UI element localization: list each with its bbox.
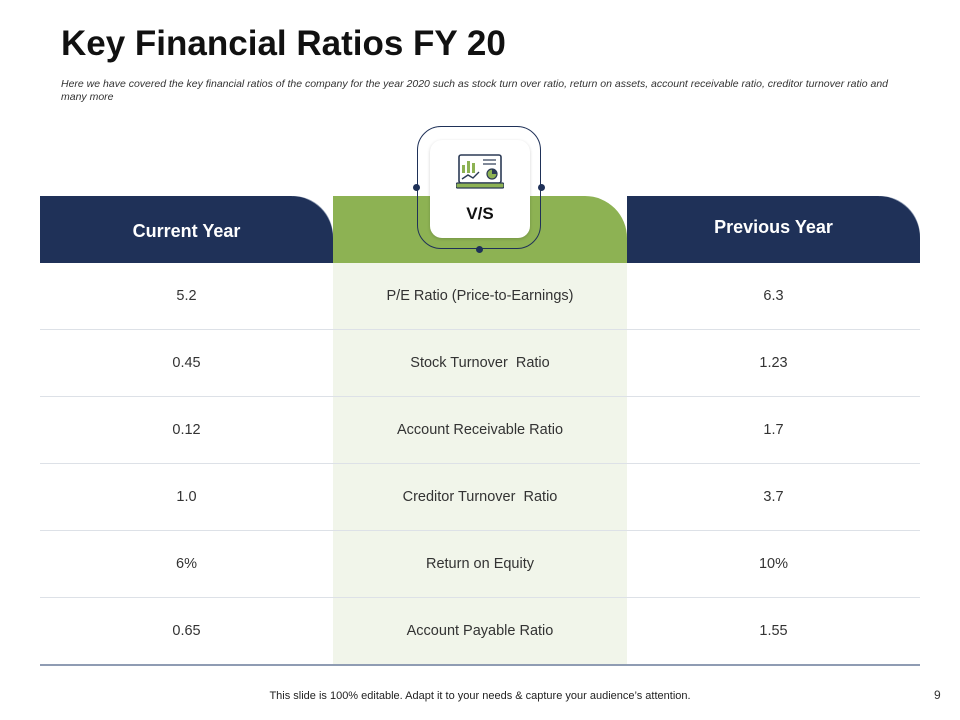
header-previous-year: Previous Year	[627, 196, 920, 263]
previous-value: 1.23	[759, 355, 788, 371]
previous-value: 1.55	[759, 623, 788, 639]
ring-dot-left	[413, 184, 420, 191]
table-row: 0.45 Stock Turnover Ratio 1.23	[40, 330, 920, 397]
current-value: 0.45	[172, 355, 201, 371]
current-value: 1.0	[176, 489, 197, 505]
ratio-name: Return on Equity	[425, 556, 534, 572]
current-value: 6%	[176, 556, 197, 572]
current-value: 0.65	[172, 623, 201, 639]
financial-dashboard-laptop-icon	[456, 154, 504, 189]
previous-value: 3.7	[763, 489, 784, 505]
table-row: 0.12 Account Receivable Ratio 1.7	[40, 397, 920, 464]
table-row: 5.2 P/E Ratio (Price-to-Earnings) 6.3	[40, 263, 920, 330]
ratios-table: 5.2 P/E Ratio (Price-to-Earnings) 6.3 0.…	[40, 263, 920, 666]
table-row: 1.0 Creditor Turnover Ratio 3.7	[40, 464, 920, 531]
previous-value: 6.3	[763, 288, 784, 304]
page-title: Key Financial Ratios FY 20	[61, 24, 506, 63]
ratio-name: Creditor Turnover Ratio	[402, 489, 558, 505]
header-current-year-label: Current Year	[132, 221, 241, 241]
header-current-year: Current Year	[40, 196, 333, 263]
previous-value: 10%	[758, 556, 789, 572]
ratio-name: Stock Turnover Ratio	[410, 355, 550, 371]
page-subtitle: Here we have covered the key financial r…	[61, 78, 889, 103]
page-number: 9	[934, 688, 941, 702]
ratio-name: Account Payable Ratio	[406, 623, 554, 639]
ring-dot-right	[538, 184, 545, 191]
ratio-name: Account Receivable Ratio	[396, 422, 564, 438]
ring-dot-bottom	[476, 246, 483, 253]
table-row: 0.65 Account Payable Ratio 1.55	[40, 598, 920, 666]
vs-label: V/S	[466, 204, 494, 223]
header-previous-year-label: Previous Year	[714, 217, 833, 237]
footer-note: This slide is 100% editable. Adapt it to…	[269, 690, 691, 702]
current-value: 0.12	[172, 422, 201, 438]
ratio-name: P/E Ratio (Price-to-Earnings)	[386, 288, 574, 304]
previous-value: 1.7	[763, 422, 784, 438]
table-row: 6% Return on Equity 10%	[40, 531, 920, 598]
current-value: 5.2	[176, 288, 197, 304]
ratio-column-background	[333, 263, 627, 665]
